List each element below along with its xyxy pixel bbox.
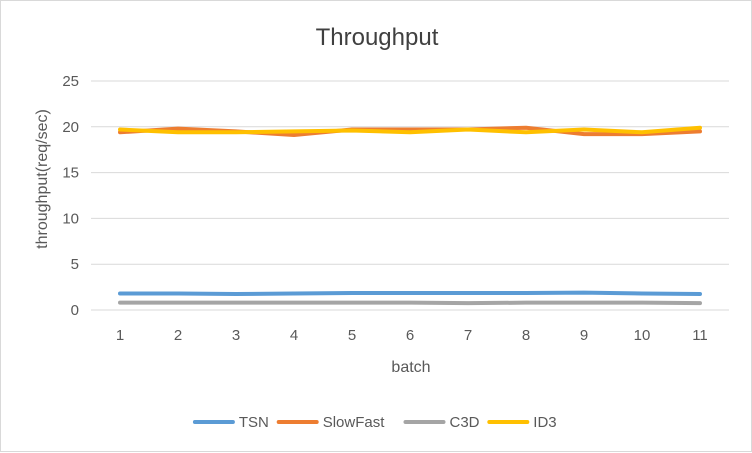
y-tick-label: 0	[71, 302, 79, 319]
y-tick-label: 20	[62, 119, 79, 136]
y-axis-title: throughput(req/sec)	[34, 109, 51, 249]
x-axis-title: batch	[391, 359, 430, 376]
series-lines	[120, 128, 700, 303]
y-tick-label: 25	[62, 73, 79, 90]
legend-item-slowfast: SlowFast	[279, 414, 386, 431]
series-line-tsn	[120, 293, 700, 294]
y-tick-label: 5	[71, 256, 79, 273]
x-tick-label: 11	[692, 327, 708, 344]
legend-label: SlowFast	[323, 414, 386, 431]
x-axis-ticks: 1 2 3 4 5 6 7 8 9 10 11	[116, 327, 708, 344]
x-tick-label: 5	[348, 327, 356, 344]
legend-label: C3D	[450, 414, 480, 431]
y-tick-label: 15	[62, 165, 79, 182]
x-tick-label: 10	[634, 327, 651, 344]
x-tick-label: 6	[406, 327, 414, 344]
x-tick-label: 7	[464, 327, 472, 344]
legend-label: TSN	[239, 414, 269, 431]
y-axis-ticks: 0 5 10 15 20 25	[62, 73, 79, 319]
legend-item-id3: ID3	[489, 414, 556, 431]
x-tick-label: 1	[116, 327, 124, 344]
y-tick-label: 10	[62, 210, 79, 227]
x-tick-label: 9	[580, 327, 588, 344]
legend-item-c3d: C3D	[406, 414, 480, 431]
legend-item-tsn: TSN	[195, 414, 269, 431]
legend: TSN SlowFast C3D ID3	[195, 414, 557, 431]
chart-title: Throughput	[316, 24, 439, 51]
x-tick-label: 2	[174, 327, 182, 344]
x-tick-label: 8	[522, 327, 530, 344]
legend-label: ID3	[533, 414, 556, 431]
x-tick-label: 4	[290, 327, 298, 344]
x-tick-label: 3	[232, 327, 240, 344]
gridlines	[91, 81, 729, 310]
